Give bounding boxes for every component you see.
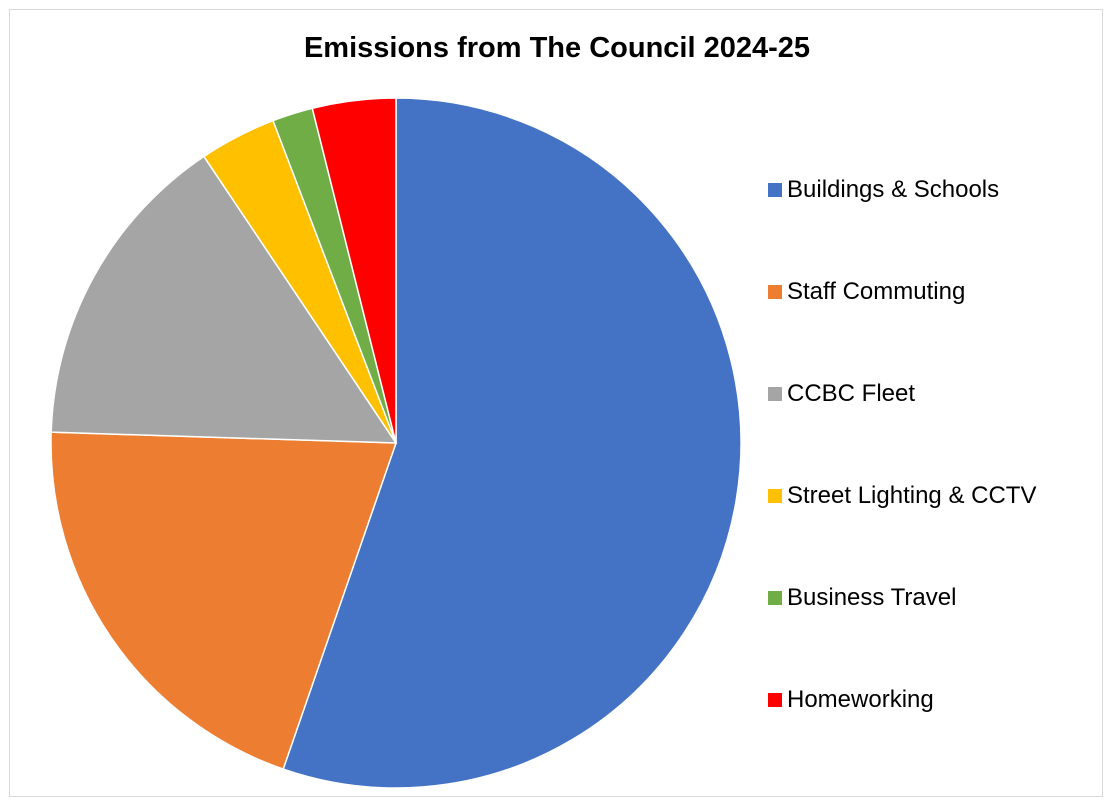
- legend-swatch: [768, 285, 782, 299]
- legend-swatch: [768, 489, 782, 503]
- pie-slice-buildings-schools: [282, 97, 742, 789]
- legend-item: Business Travel: [768, 584, 956, 612]
- legend-label: Buildings & Schools: [787, 176, 1000, 203]
- legend-item: Homeworking: [768, 686, 934, 714]
- pie-slice-ccbc-fleet: [50, 155, 398, 444]
- legend-swatch: [768, 183, 782, 197]
- legend-item: CCBC Fleet: [768, 380, 915, 408]
- legend-item: Buildings & Schools: [768, 176, 999, 204]
- legend-label: Street Lighting & CCTV: [787, 482, 1037, 509]
- legend-label: Homeworking: [787, 686, 934, 713]
- legend-label: Business Travel: [787, 584, 957, 611]
- legend-item: Street Lighting & CCTV: [768, 482, 1036, 510]
- pie-slice-homeworking: [311, 97, 397, 444]
- pie-slice-staff-commuting: [50, 431, 398, 771]
- legend-label: Staff Commuting: [787, 278, 966, 305]
- legend-swatch: [768, 387, 782, 401]
- chart-title: Emissions from The Council 2024-25: [303, 32, 811, 64]
- legend-item: Staff Commuting: [768, 278, 965, 306]
- legend-label: CCBC Fleet: [787, 380, 916, 407]
- legend-swatch: [768, 693, 782, 707]
- legend-swatch: [768, 591, 782, 605]
